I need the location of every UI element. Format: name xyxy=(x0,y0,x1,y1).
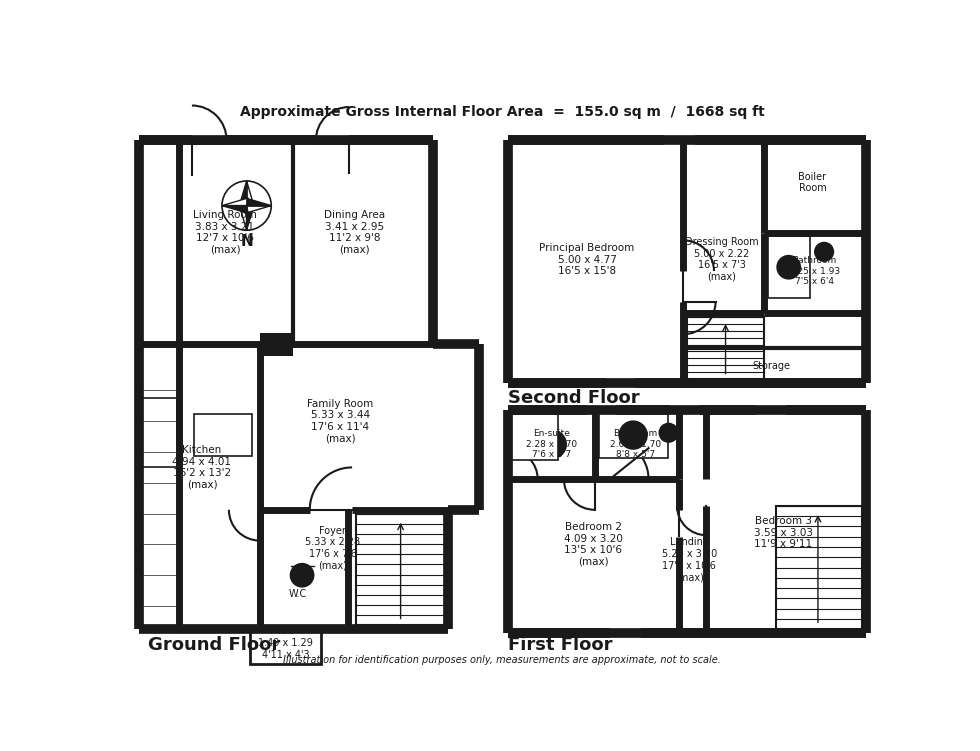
Text: Bedroom 2
4.09 x 3.20
13'5 x 10'6
(max): Bedroom 2 4.09 x 3.20 13'5 x 10'6 (max) xyxy=(564,522,622,567)
Text: Bathroom
2.25 x 1.93
7'5 x 6'4: Bathroom 2.25 x 1.93 7'5 x 6'4 xyxy=(789,256,840,286)
Circle shape xyxy=(777,255,801,279)
Circle shape xyxy=(619,421,647,449)
Text: First Floor: First Floor xyxy=(509,635,612,653)
Text: Dressing Room
5.00 x 2.22
16'5 x 7'3
(max): Dressing Room 5.00 x 2.22 16'5 x 7'3 (ma… xyxy=(685,237,759,282)
Bar xyxy=(664,138,695,144)
Bar xyxy=(687,317,764,379)
Bar xyxy=(356,514,445,626)
Circle shape xyxy=(161,430,174,444)
Text: W.C
1.49 x 1.29
4'11 x 4'3: W.C 1.49 x 1.29 4'11 x 4'3 xyxy=(259,626,314,659)
Polygon shape xyxy=(239,204,247,231)
Text: Bathroom
2.64 x 1.70
8'8 x 5'7: Bathroom 2.64 x 1.70 8'8 x 5'7 xyxy=(610,430,662,459)
Text: Landing
5.25 x 3.20
17'3 x 10'6
(max): Landing 5.25 x 3.20 17'3 x 10'6 (max) xyxy=(662,538,717,582)
Text: Second Floor: Second Floor xyxy=(509,389,640,407)
Polygon shape xyxy=(245,198,271,206)
Bar xyxy=(316,137,349,145)
Polygon shape xyxy=(247,204,255,231)
Circle shape xyxy=(161,449,174,463)
Text: Approximate Gross Internal Floor Area  =  155.0 sq m  /  1668 sq ft: Approximate Gross Internal Floor Area = … xyxy=(240,104,764,119)
Circle shape xyxy=(290,564,314,587)
Bar xyxy=(139,398,177,467)
Text: W.C: W.C xyxy=(289,590,308,599)
Text: Family Room
5.33 x 3.44
17'6 x 11'4
(max): Family Room 5.33 x 3.44 17'6 x 11'4 (max… xyxy=(308,399,373,444)
Bar xyxy=(251,632,321,664)
Polygon shape xyxy=(222,206,248,213)
Bar xyxy=(775,506,861,629)
Text: Living Room
3.83 x 3.21
12'7 x 10'6
(max): Living Room 3.83 x 3.21 12'7 x 10'6 (max… xyxy=(193,210,257,255)
Polygon shape xyxy=(222,198,248,206)
Bar xyxy=(194,414,252,456)
Circle shape xyxy=(814,243,833,261)
Bar xyxy=(599,412,667,458)
Polygon shape xyxy=(239,181,247,207)
Polygon shape xyxy=(247,181,255,207)
Circle shape xyxy=(660,424,678,442)
Circle shape xyxy=(145,430,159,444)
Text: N: N xyxy=(240,234,253,249)
Text: Ground Floor: Ground Floor xyxy=(148,635,280,653)
Text: Foyer
5.33 x 2.28
17'6 x 7'6
(max): Foyer 5.33 x 2.28 17'6 x 7'6 (max) xyxy=(306,526,361,571)
Bar xyxy=(512,414,558,460)
Text: Bedroom 3
3.59 x 3.03
11'9 x 9'11: Bedroom 3 3.59 x 3.03 11'9 x 9'11 xyxy=(754,516,812,550)
Text: Boiler
Room: Boiler Room xyxy=(799,172,826,193)
Text: Illustration for identification purposes only, measurements are approximate, not: Illustration for identification purposes… xyxy=(283,655,721,665)
Text: Principal Bedroom
5.00 x 4.77
16'5 x 15'8: Principal Bedroom 5.00 x 4.77 16'5 x 15'… xyxy=(539,243,635,276)
Circle shape xyxy=(538,430,566,458)
Text: Kitchen
4.94 x 4.01
16'2 x 13'2
(max): Kitchen 4.94 x 4.01 16'2 x 13'2 (max) xyxy=(172,445,231,490)
Circle shape xyxy=(145,449,159,463)
Bar xyxy=(607,381,635,387)
Bar xyxy=(260,333,293,356)
Bar xyxy=(670,407,700,414)
Text: Dining Area
3.41 x 2.95
11'2 x 9'8
(max): Dining Area 3.41 x 2.95 11'2 x 9'8 (max) xyxy=(323,210,385,255)
Bar xyxy=(587,407,616,414)
Bar xyxy=(192,137,226,145)
Bar xyxy=(768,237,810,298)
Polygon shape xyxy=(245,206,271,213)
Bar xyxy=(757,407,786,414)
Bar xyxy=(611,631,641,637)
Text: En-suite
2.28 x 1.70
7'6 x 5'7: En-suite 2.28 x 1.70 7'6 x 5'7 xyxy=(526,430,577,459)
Text: Storage: Storage xyxy=(753,360,791,371)
